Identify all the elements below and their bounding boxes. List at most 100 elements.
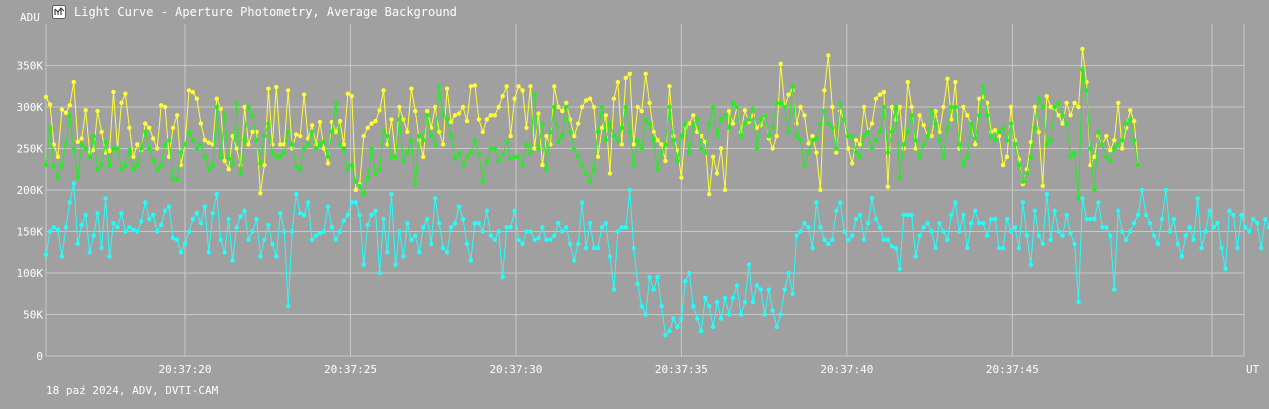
data-point xyxy=(707,192,712,197)
data-point xyxy=(95,108,100,114)
data-point xyxy=(1040,241,1046,247)
data-point xyxy=(337,229,343,234)
data-point xyxy=(853,138,859,143)
data-point xyxy=(873,138,879,143)
series-3 xyxy=(43,181,1269,338)
data-point xyxy=(198,221,204,226)
data-point xyxy=(544,237,549,242)
data-point xyxy=(949,104,954,110)
data-point xyxy=(917,154,922,159)
data-point xyxy=(353,200,358,205)
data-point xyxy=(305,200,311,205)
data-point xyxy=(349,162,354,168)
data-point xyxy=(679,133,684,139)
data-point xyxy=(564,225,569,230)
data-point xyxy=(714,299,720,305)
data-point xyxy=(1207,208,1212,213)
data-point xyxy=(1108,158,1113,164)
data-point xyxy=(51,225,57,230)
data-point xyxy=(63,142,69,147)
data-point xyxy=(846,237,851,242)
data-point xyxy=(452,113,458,118)
data-point xyxy=(151,136,156,141)
data-point xyxy=(742,121,748,126)
data-point xyxy=(1203,229,1208,234)
data-point xyxy=(401,117,406,122)
data-point xyxy=(576,121,581,126)
data-point xyxy=(111,89,116,95)
data-point xyxy=(250,113,255,118)
data-point xyxy=(381,88,386,93)
data-point xyxy=(961,162,966,168)
data-point xyxy=(313,146,319,151)
data-point xyxy=(194,146,200,151)
data-point xyxy=(1092,216,1097,222)
data-point xyxy=(965,154,970,159)
data-point xyxy=(647,274,652,280)
data-point xyxy=(631,162,636,168)
data-point xyxy=(397,117,402,122)
data-point xyxy=(492,113,497,118)
data-point xyxy=(472,83,478,88)
data-point xyxy=(576,241,581,247)
data-point xyxy=(226,167,231,172)
data-point xyxy=(448,119,454,125)
data-point xyxy=(321,229,327,234)
data-point xyxy=(1028,154,1034,159)
data-point xyxy=(1128,108,1133,113)
data-point xyxy=(853,216,859,222)
data-point xyxy=(818,121,823,126)
data-point xyxy=(1020,179,1026,184)
data-point xyxy=(258,191,263,196)
data-point xyxy=(496,229,501,234)
data-point xyxy=(1044,192,1050,197)
data-point xyxy=(631,245,636,251)
data-point xyxy=(278,142,283,147)
data-point xyxy=(1124,237,1129,242)
data-point xyxy=(730,121,736,126)
data-point xyxy=(464,241,470,247)
data-point xyxy=(556,139,561,145)
data-point xyxy=(568,241,573,247)
data-point xyxy=(282,229,287,234)
y-tick-label: 250K xyxy=(17,143,44,156)
data-point xyxy=(842,117,847,122)
data-point xyxy=(266,121,271,126)
data-point xyxy=(857,142,863,147)
data-point xyxy=(548,237,553,242)
data-point xyxy=(294,132,299,137)
data-point xyxy=(119,167,124,172)
data-point xyxy=(1143,212,1149,218)
data-point xyxy=(1004,216,1010,222)
data-point xyxy=(433,142,438,147)
y-tick-label: 0 xyxy=(36,350,43,363)
data-point xyxy=(814,150,819,155)
data-point xyxy=(309,237,315,242)
data-point xyxy=(981,84,986,89)
data-point xyxy=(170,235,176,241)
data-point xyxy=(1259,245,1264,251)
data-point xyxy=(822,237,827,242)
data-point xyxy=(603,221,609,226)
data-point xyxy=(961,104,966,110)
data-point xyxy=(373,171,378,176)
data-point xyxy=(726,312,732,317)
data-point xyxy=(444,250,450,255)
data-point xyxy=(1163,187,1169,193)
data-point xyxy=(1175,241,1181,247)
data-point xyxy=(623,225,628,230)
data-point xyxy=(1080,196,1085,201)
data-point xyxy=(667,328,672,334)
data-point xyxy=(433,196,438,201)
data-point xyxy=(989,133,994,139)
data-point xyxy=(369,212,374,218)
data-point xyxy=(155,167,160,172)
data-point xyxy=(456,204,462,209)
data-point xyxy=(504,84,509,89)
data-point xyxy=(977,221,982,226)
data-point xyxy=(170,177,176,182)
data-point xyxy=(226,156,231,161)
data-point xyxy=(929,108,934,114)
data-point xyxy=(925,221,930,226)
